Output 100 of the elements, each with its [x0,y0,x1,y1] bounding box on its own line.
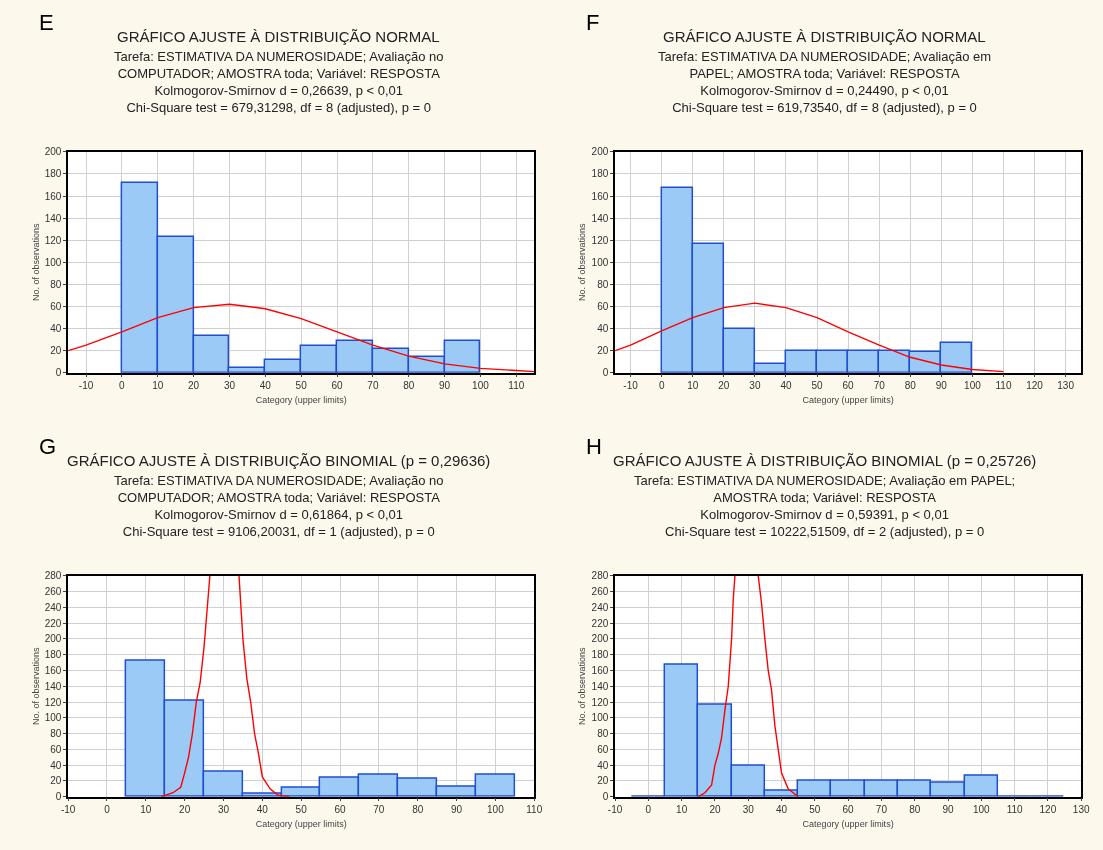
x-tick-label: 30 [742,804,755,816]
y-tick-label: 20 [50,345,62,357]
x-tick-label: 90 [935,380,948,392]
x-tick-label: 20 [179,804,191,816]
x-tick-label: 50 [295,804,308,816]
x-tick-label: 80 [403,380,415,392]
y-tick-label: 240 [591,601,609,613]
y-tick-label: 160 [44,664,62,676]
line-series [615,302,1005,373]
y-tick-label: 140 [591,680,609,692]
x-tick-label: 10 [152,380,164,392]
y-tick-label: 120 [44,696,62,708]
x-tick-label: 20 [718,380,730,392]
x-tick-label: 50 [295,380,308,392]
x-tick-label: 20 [188,380,200,392]
y-tick-label: 80 [50,728,62,740]
y-tick-label: 120 [591,234,609,246]
text: F [586,10,600,35]
x-tick-label: 0 [645,804,652,816]
x-tick-label: 0 [104,804,111,816]
x-tick-label: 120 [1039,804,1057,816]
y-tick-label: 100 [44,256,62,268]
y-tick-label: 220 [44,617,62,629]
x-tick-label: 70 [373,804,385,816]
y-axis-title: No. of observations [577,646,588,726]
x-tick-label: 20 [709,804,721,816]
x-tick-label: 130 [1072,804,1090,816]
chart-subtitle: Tarefa: ESTIMATIVA DA NUMEROSIDADE; Avaliação em PAPEL; AMOSTRA toda; Variável: RESPOSTA Kolmogorov-Smirnov d = 0,24490, p < 0,01 Chi-Square test = 619,73540, df = 8 (adjusted), p = 0 [658,49,992,115]
x-tick-label: -10 [78,380,94,392]
x-tick-label: 100 [972,804,991,816]
y-tick-label: 140 [44,680,62,692]
y-tick-label: 140 [44,212,62,224]
y-tick-label: 260 [591,586,609,598]
y-tick-label: 180 [44,649,62,661]
y-tick-label: 60 [597,743,609,755]
x-tick-label: 70 [875,804,888,816]
y-tick-label: 180 [591,649,609,661]
y-tick-label: 100 [591,256,609,268]
x-tick-label: 100 [487,804,505,816]
y-tick-label: 260 [44,586,62,598]
x-tick-label: 0 [119,380,126,392]
x-axis-title: Category (upper limits) [255,818,347,829]
x-tick-label: 30 [217,804,230,816]
y-tick-label: 280 [591,570,609,582]
y-axis-title: No. of observations [30,223,41,302]
x-axis-title: Category (upper limits) [802,394,894,405]
x-tick-label: 10 [676,804,688,816]
y-tick-label: 200 [44,633,62,645]
x-tick-label: 80 [904,380,917,392]
x-tick-label: 40 [775,804,788,816]
x-tick-label: 60 [842,380,855,392]
y-tick-label: 100 [591,712,609,724]
x-tick-label: -10 [623,380,639,392]
chart-subtitle: Tarefa: ESTIMATIVA DA NUMEROSIDADE; Avaliação em PAPEL; AMOSTRA toda; Variável: RESPOSTA Kolmogorov-Smirnov d = 0,59391, p < 0,01 Chi-Square test = 10222,51509, df = 2 (adjusted), p = 0 [634,473,1016,539]
y-tick-label: 20 [50,775,62,787]
x-tick-label: 110 [526,804,543,816]
y-tick-label: 160 [591,190,609,202]
x-tick-label: 90 [942,804,955,816]
y-tick-label: 220 [591,617,609,629]
x-tick-label: 110 [995,380,1012,392]
x-tick-label: 40 [256,804,269,816]
x-tick-label: 0 [658,380,665,392]
x-tick-label: 70 [367,380,379,392]
line-series [68,303,535,373]
text: G [39,434,57,459]
y-tick-label: 180 [591,168,609,180]
x-tick-label: 30 [223,380,236,392]
y-tick-label: 0 [602,791,609,803]
x-tick-label: 50 [809,804,821,816]
y-tick-label: 280 [44,570,62,582]
y-tick-label: 40 [50,323,62,335]
y-tick-label: 80 [50,278,62,290]
y-tick-label: 60 [597,301,609,312]
y-tick-label: 200 [591,633,609,645]
chart-title: GRÁFICO AJUSTE À DISTRIBUIÇÃO NORMAL [663,28,986,45]
y-tick-label: 60 [50,301,62,312]
x-tick-label: 130 [1057,380,1075,392]
x-tick-label: 110 [1006,804,1023,816]
chart-subtitle: Tarefa: ESTIMATIVA DA NUMEROSIDADE; Avaliação no COMPUTADOR; AMOSTRA toda; Variável: RESPOSTA Kolmogorov-Smirnov d = 0,61864, p < 0,01 Chi-Square test = 9106,20031, df = 1 (adjusted), p = 0 [114,473,444,539]
y-tick-label: 240 [44,601,62,613]
y-tick-label: 120 [591,696,609,708]
y-tick-label: 200 [591,146,609,158]
text: H [586,434,602,459]
y-tick-label: 180 [44,168,62,180]
x-tick-label: 80 [909,804,921,816]
y-axis-title: No. of observations [577,223,588,302]
y-tick-label: 20 [597,345,609,357]
y-tick-label: 140 [591,212,609,224]
x-tick-label: 90 [439,380,451,392]
x-tick-label: 50 [811,380,824,392]
x-tick-label: 70 [873,380,886,392]
x-tick-label: 60 [334,804,347,816]
x-axis-title: Category (upper limits) [255,394,347,405]
chart-subtitle: Tarefa: ESTIMATIVA DA NUMEROSIDADE; Avaliação no COMPUTADOR; AMOSTRA toda; Variável: RESPOSTA Kolmogorov-Smirnov d = 0,26639, p < 0,01 Chi-Square test = 679,31298, df = 8 (adjusted), p = 0 [114,49,444,115]
x-tick-label: 120 [1026,380,1044,392]
chart-title: GRÁFICO AJUSTE À DISTRIBUIÇÃO BINOMIAL (p = 0,25726) [613,452,1037,469]
x-tick-label: -10 [607,804,623,816]
x-tick-label: 90 [450,804,463,816]
x-tick-label: 10 [687,380,699,392]
text: E [39,10,54,35]
